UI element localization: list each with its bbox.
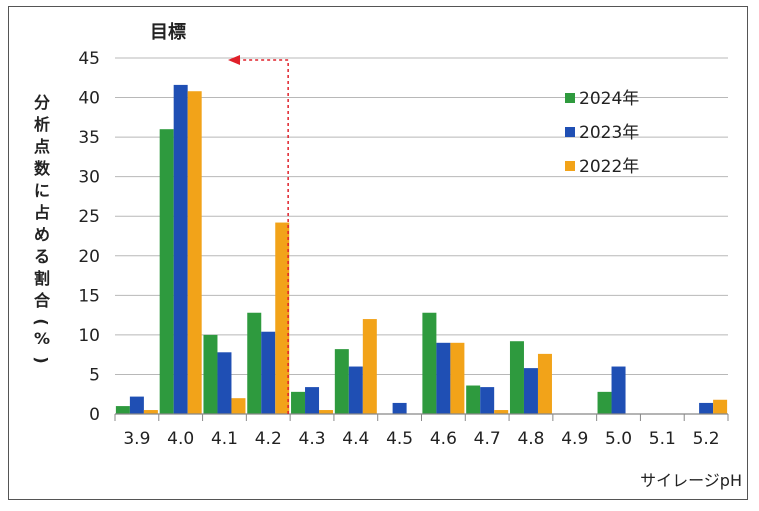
bar-2023年-5.2 <box>699 402 714 414</box>
y-label-char: ( <box>32 318 51 325</box>
bar-2024年-4.2 <box>247 312 262 414</box>
bar-2024年-4.4 <box>334 349 349 414</box>
bar-2023年-4.5 <box>392 402 407 414</box>
bar-2022年-4.7 <box>494 410 509 414</box>
target-label: 目標 <box>150 21 186 43</box>
y-label-char: 分 <box>34 93 50 112</box>
bar-2023年-4.6 <box>436 342 451 414</box>
x-tick-label: 4.2 <box>255 429 282 449</box>
x-tick-label: 4.9 <box>561 429 588 449</box>
bar-2022年-5.2 <box>713 399 728 414</box>
bar-2023年-4.2 <box>261 331 276 414</box>
bar-2022年-4.0 <box>187 91 202 414</box>
target-marker: 目標 <box>150 21 289 414</box>
bar-2024年-3.9 <box>115 406 130 414</box>
y-tick-label: 40 <box>78 89 100 109</box>
y-tick-label: 10 <box>78 326 100 346</box>
legend-swatch <box>565 127 575 137</box>
bar-2023年-4.1 <box>217 352 232 414</box>
y-tick-label: 0 <box>89 405 100 425</box>
y-label-char: 数 <box>34 159 51 178</box>
x-tick-label: 4.0 <box>167 429 194 449</box>
y-label-char: 点 <box>34 137 50 156</box>
y-label-char: 合 <box>34 291 51 310</box>
bar-2022年-4.3 <box>319 410 334 414</box>
y-label-char: % <box>34 329 50 348</box>
bar-2024年-4.1 <box>203 334 218 414</box>
x-tick-label: 4.8 <box>517 429 544 449</box>
bar-2023年-4.4 <box>348 366 363 414</box>
x-tick-label: 5.2 <box>693 429 720 449</box>
bar-2024年-5.0 <box>597 391 612 414</box>
bar-2023年-4.7 <box>480 387 495 414</box>
legend-swatch <box>565 161 575 171</box>
x-tick-label: 3.9 <box>123 429 150 449</box>
bar-2023年-4.0 <box>173 84 188 415</box>
x-tick-label: 4.5 <box>386 429 413 449</box>
bar-2022年-4.4 <box>362 319 377 414</box>
bars <box>115 84 728 415</box>
bar-2022年-4.1 <box>231 398 246 414</box>
bar-2022年-3.9 <box>143 410 158 414</box>
x-tick-label: 4.7 <box>474 429 501 449</box>
target-arrow-icon <box>228 55 240 65</box>
bar-2022年-4.6 <box>450 342 465 414</box>
y-label-char: る <box>34 247 50 266</box>
y-tick-label: 35 <box>78 128 100 148</box>
y-label-char: め <box>34 225 50 244</box>
legend-label: 2023年 <box>579 123 639 143</box>
bar-2024年-4.6 <box>422 312 437 414</box>
y-tick-label: 5 <box>89 365 100 385</box>
x-tick-label: 5.1 <box>649 429 676 449</box>
legend: 2024年 2023年 2022年 <box>565 89 639 177</box>
bar-2023年-3.9 <box>129 396 144 414</box>
legend-label: 2024年 <box>579 89 639 109</box>
y-label-char: 割 <box>34 269 50 288</box>
bar-2024年-4.7 <box>466 385 481 414</box>
legend-swatch <box>565 93 575 103</box>
legend-label: 2022年 <box>579 157 639 177</box>
y-label-char: に <box>34 181 50 200</box>
bar-2023年-4.8 <box>523 368 538 414</box>
bar-2023年-5.0 <box>611 366 626 414</box>
y-tick-label: 25 <box>78 207 100 227</box>
x-axis-label: サイレージpH <box>640 471 742 490</box>
bar-2023年-4.3 <box>305 387 320 414</box>
axes: 0 5 10 15 20 25 30 35 40 45 3.9 4.0 4.1 4.2 4.3 4.4 4.5 4… <box>78 49 729 449</box>
y-tick-label: 20 <box>78 247 100 267</box>
y-tick-label: 15 <box>78 286 100 306</box>
bar-2022年-4.2 <box>275 222 290 414</box>
x-tick-label: 4.4 <box>342 429 369 449</box>
y-label-char: 析 <box>34 115 50 134</box>
x-tick-label: 4.1 <box>211 429 238 449</box>
y-label-char: ) <box>32 356 51 363</box>
y-label-char: 占 <box>34 203 50 222</box>
bar-2024年-4.3 <box>291 391 306 414</box>
x-tick-label: 4.6 <box>430 429 457 449</box>
bar-2022年-4.8 <box>537 353 552 414</box>
x-tick-label: 5.0 <box>605 429 632 449</box>
y-tick-label: 30 <box>78 168 100 188</box>
x-tick-label: 4.3 <box>299 429 326 449</box>
bar-2024年-4.0 <box>159 129 174 414</box>
y-tick-label: 45 <box>78 49 100 69</box>
bar-2024年-4.8 <box>509 341 524 414</box>
